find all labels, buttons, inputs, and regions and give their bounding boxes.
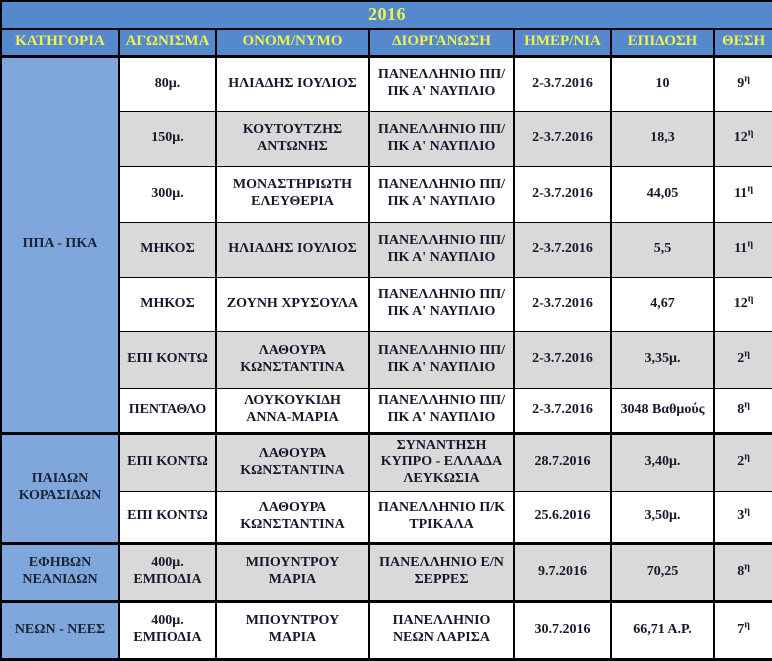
cell-place: 2η (712, 330, 772, 389)
cell-organization: ΠΑΝΕΛΛΗΝΙΟ ΝΕΩΝ ΛΑΡΙΣΑ (368, 599, 515, 661)
table-row: 300μ. ΜΟΝΑΣΤΗΡΙΩΤΗ ΕΛΕΥΘΕΡΙΑ ΠΑΝΕΛΛΗΝΙΟ … (1, 165, 772, 223)
cell-date: 2-3.7.2016 (513, 387, 612, 434)
cell-date: 2-3.7.2016 (513, 54, 612, 112)
table-row: 150μ. ΚΟΥΤΟΥΤΖΗΣ ΑΝΤΩΝΗΣ ΠΑΝΕΛΛΗΝΙΟ ΠΠ/Π… (1, 110, 772, 167)
table-row: ΕΦΗΒΩΝ ΝΕΑΝΙΔΩΝ 400μ. ΕΜΠΟΔΙΑ ΜΠΟΥΝΤΡΟΥ … (0, 541, 772, 602)
cell-organization: ΠΑΝΕΛΛΗΝΙΟ ΠΠ/ΠΚ Α' ΝΑΥΠΛΙΟ (368, 330, 515, 389)
cell-date: 2-3.7.2016 (513, 165, 612, 223)
cell-place: 11η (712, 165, 772, 223)
cell-name: ΜΠΟΥΝΤΡΟΥ ΜΑΡΙΑ (215, 541, 370, 602)
table-row: ΠΕΝΤΑΘΛΟ ΛΟΥΚΟΥΚΙΔΗ ΑΝΝΑ-ΜΑΡΙΑ ΠΑΝΕΛΛΗΝΙ… (1, 387, 772, 434)
cell-event: 300μ. (118, 165, 217, 223)
col-header-name: ΟΝΟΜ/ΝΥΜΟ (215, 28, 370, 57)
table-row: ΜΗΚΟΣ ΖΟΥΝΗ ΧΡΥΣΟΥΛΑ ΠΑΝΕΛΛΗΝΙΟ ΠΠ/ΠΚ Α'… (1, 276, 772, 332)
cell-date: 2-3.7.2016 (513, 221, 612, 278)
cell-organization: ΠΑΝΕΛΛΗΝΙΟ ΠΠ/ΠΚ Α' ΝΑΥΠΛΙΟ (368, 165, 515, 223)
cell-place: 8η (712, 387, 772, 434)
cell-organization: ΠΑΝΕΛΛΗΝΙΟ ΠΠ/ΠΚ Α' ΝΑΥΠΛΙΟ (368, 387, 515, 434)
cell-name: ΗΛΙΑΔΗΣ ΙΟΥΛΙΟΣ (215, 221, 370, 278)
table-row: ΝΕΩΝ - ΝΕΕΣ 400μ. ΕΜΠΟΔΙΑ ΜΠΟΥΝΤΡΟΥ ΜΑΡΙ… (0, 599, 772, 661)
cell-place: 12η (712, 110, 772, 167)
cell-name: ΜΟΝΑΣΤΗΡΙΩΤΗ ΕΛΕΥΘΕΡΙΑ (215, 165, 370, 223)
cell-performance: 18,3 (610, 110, 715, 167)
col-header-place: ΘΕΣΗ (712, 28, 772, 57)
cell-performance: 70,25 (610, 541, 715, 602)
cell-performance: 5,5 (610, 221, 715, 278)
category-cell-neon-nees: ΝΕΩΝ - ΝΕΕΣ (0, 599, 120, 661)
cell-date: 9.7.2016 (513, 541, 612, 602)
table-row: ΕΠΙ ΚΟΝΤΩ ΛΑΘΟΥΡΑ ΚΩΝΣΤΑΝΤΙΝΑ ΠΑΝΕΛΛΗΝΙΟ… (1, 490, 772, 544)
cell-organization: ΠΑΝΕΛΛΗΝΙΟ Ε/Ν ΣΕΡΡΕΣ (368, 541, 515, 602)
cell-organization: ΠΑΝΕΛΛΗΝΙΟ ΠΠ/ΠΚ Α' ΝΑΥΠΛΙΟ (368, 276, 515, 332)
cell-name: ΛΑΘΟΥΡΑ ΚΩΝΣΤΑΝΤΙΝΑ (215, 431, 370, 492)
cell-organization: ΠΑΝΕΛΛΗΝΙΟ ΠΠ/ΠΚ Α' ΝΑΥΠΛΙΟ (368, 221, 515, 278)
table-row: ΠΑΙΔΩΝ ΚΟΡΑΣΙΔΩΝ ΕΠΙ ΚΟΝΤΩ ΛΑΘΟΥΡΑ ΚΩΝΣΤ… (0, 431, 772, 544)
cell-event: 80μ. (118, 54, 217, 112)
col-header-performance: ΕΠΙΔΟΣΗ (610, 28, 715, 57)
cell-performance: 3048 Βαθμούς (610, 387, 715, 434)
cell-place: 9η (712, 54, 772, 112)
cell-event: 150μ. (118, 110, 217, 167)
cell-name: ΜΠΟΥΝΤΡΟΥ ΜΑΡΙΑ (215, 599, 370, 661)
col-header-event: ΑΓΩΝΙΣΜΑ (118, 28, 217, 57)
col-header-organization: ΔΙΟΡΓΑΝΩΣΗ (368, 28, 515, 57)
cell-organization: ΠΑΝΕΛΛΗΝΙΟ ΠΠ/ΠΚ Α' ΝΑΥΠΛΙΟ (368, 110, 515, 167)
cell-name: ΛΑΘΟΥΡΑ ΚΩΝΣΤΑΝΤΙΝΑ (215, 330, 370, 389)
cell-performance: 10 (610, 54, 715, 112)
cell-place: 2η (712, 431, 772, 492)
cell-place: 12η (712, 276, 772, 332)
cell-name: ΚΟΥΤΟΥΤΖΗΣ ΑΝΤΩΝΗΣ (215, 110, 370, 167)
cell-performance: 3,50μ. (610, 490, 715, 544)
cell-date: 2-3.7.2016 (513, 330, 612, 389)
cell-place: 7η (712, 599, 772, 661)
cell-place: 3η (712, 490, 772, 544)
cell-performance: 3,40μ. (610, 431, 715, 492)
cell-event: 400μ. ΕΜΠΟΔΙΑ (118, 541, 217, 602)
cell-name: ΖΟΥΝΗ ΧΡΥΣΟΥΛΑ (215, 276, 370, 332)
cell-event: 400μ. ΕΜΠΟΔΙΑ (118, 599, 217, 661)
cell-event: ΕΠΙ ΚΟΝΤΩ (118, 330, 217, 389)
cell-performance: 4,67 (610, 276, 715, 332)
cell-name: ΗΛΙΑΔΗΣ ΙΟΥΛΙΟΣ (215, 54, 370, 112)
col-header-category: ΚΑΤΗΓΟΡΙΑ (0, 28, 120, 57)
cell-date: 2-3.7.2016 (513, 110, 612, 167)
cell-event: ΕΠΙ ΚΟΝΤΩ (118, 490, 217, 544)
cell-organization: ΠΑΝΕΛΛΗΝΙΟ ΠΠ/ΠΚ Α' ΝΑΥΠΛΙΟ (368, 54, 515, 112)
cell-event: ΜΗΚΟΣ (118, 276, 217, 332)
category-cell-ppa-pka: ΠΠΑ - ΠΚΑ (0, 54, 120, 434)
cell-event: ΠΕΝΤΑΘΛΟ (118, 387, 217, 434)
cell-date: 25.6.2016 (513, 490, 612, 544)
col-header-date: ΗΜΕΡ/ΝΙΑ (513, 28, 612, 57)
cell-place: 8η (712, 541, 772, 602)
cell-name: ΛΟΥΚΟΥΚΙΔΗ ΑΝΝΑ-ΜΑΡΙΑ (215, 387, 370, 434)
category-cell-efivon-neanidon: ΕΦΗΒΩΝ ΝΕΑΝΙΔΩΝ (0, 541, 120, 602)
cell-event: ΕΠΙ ΚΟΝΤΩ (118, 431, 217, 492)
cell-place: 11η (712, 221, 772, 278)
cell-event: ΜΗΚΟΣ (118, 221, 217, 278)
cell-date: 2-3.7.2016 (513, 276, 612, 332)
cell-organization: ΠΑΝΕΛΛΗΝΙΟ Π/Κ ΤΡΙΚΑΛΑ (368, 490, 515, 544)
cell-performance: 3,35μ. (610, 330, 715, 389)
table-title: 2016 (0, 0, 772, 30)
table-row: ΠΠΑ - ΠΚΑ 80μ. ΗΛΙΑΔΗΣ ΙΟΥΛΙΟΣ ΠΑΝΕΛΛΗΝΙ… (0, 54, 772, 434)
cell-performance: 44,05 (610, 165, 715, 223)
cell-name: ΛΑΘΟΥΡΑ ΚΩΝΣΤΑΝΤΙΝΑ (215, 490, 370, 544)
table-row: ΕΠΙ ΚΟΝΤΩ ΛΑΘΟΥΡΑ ΚΩΝΣΤΑΝΤΙΝΑ ΠΑΝΕΛΛΗΝΙΟ… (1, 330, 772, 389)
cell-organization: ΣΥΝΑΝΤΗΣΗ ΚΥΠΡΟ - ΕΛΛΑΔΑ ΛΕΥΚΩΣΙΑ (368, 431, 515, 492)
cell-date: 28.7.2016 (513, 431, 612, 492)
category-cell-paidon-korasidon: ΠΑΙΔΩΝ ΚΟΡΑΣΙΔΩΝ (0, 431, 120, 544)
cell-date: 30.7.2016 (513, 599, 612, 661)
cell-performance: 66,71 Α.Ρ. (610, 599, 715, 661)
